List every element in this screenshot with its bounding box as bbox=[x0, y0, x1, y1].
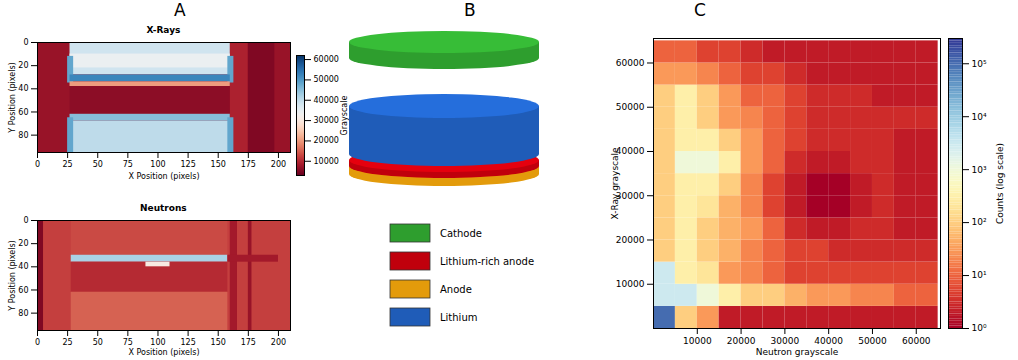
svg-text:X Position (pixels): X Position (pixels) bbox=[128, 348, 199, 357]
svg-text:0: 0 bbox=[35, 338, 40, 347]
svg-text:Lithium-rich anode: Lithium-rich anode bbox=[440, 256, 534, 267]
svg-text:25: 25 bbox=[63, 338, 73, 347]
svg-text:40000: 40000 bbox=[314, 96, 339, 105]
svg-text:40: 40 bbox=[18, 262, 28, 271]
svg-text:Neutron grayscale: Neutron grayscale bbox=[756, 347, 839, 357]
svg-text:40000: 40000 bbox=[814, 336, 843, 346]
svg-text:175: 175 bbox=[241, 160, 256, 169]
svg-text:X Position (pixels): X Position (pixels) bbox=[128, 172, 199, 181]
svg-text:0: 0 bbox=[35, 160, 40, 169]
svg-text:40000: 40000 bbox=[616, 146, 645, 156]
svg-text:50000: 50000 bbox=[314, 75, 339, 84]
svg-text:10000: 10000 bbox=[314, 157, 339, 166]
svg-text:125: 125 bbox=[180, 160, 195, 169]
svg-text:60: 60 bbox=[18, 108, 28, 117]
svg-text:10⁴: 10⁴ bbox=[972, 112, 987, 122]
html-text:B: B bbox=[464, 0, 476, 20]
svg-text:10³: 10³ bbox=[972, 165, 987, 175]
svg-text:30000: 30000 bbox=[771, 336, 800, 346]
svg-text:20000: 20000 bbox=[616, 235, 645, 245]
html-text:X-Rays: X-Rays bbox=[146, 25, 181, 35]
svg-text:Y Position (pixels): Y Position (pixels) bbox=[8, 62, 17, 133]
svg-text:200: 200 bbox=[271, 160, 286, 169]
svg-text:Anode: Anode bbox=[440, 284, 472, 295]
svg-text:Grayscale: Grayscale bbox=[340, 96, 349, 136]
svg-text:60000: 60000 bbox=[314, 55, 339, 64]
svg-text:25: 25 bbox=[63, 160, 73, 169]
svg-text:Y Position (pixels): Y Position (pixels) bbox=[8, 240, 17, 311]
svg-text:30000: 30000 bbox=[616, 191, 645, 201]
svg-text:10⁵: 10⁵ bbox=[972, 59, 987, 69]
svg-text:60000: 60000 bbox=[902, 336, 931, 346]
svg-text:0: 0 bbox=[23, 216, 28, 225]
svg-text:75: 75 bbox=[123, 338, 133, 347]
svg-text:60000: 60000 bbox=[616, 58, 645, 68]
svg-text:20000: 20000 bbox=[314, 136, 339, 145]
svg-text:20: 20 bbox=[18, 239, 28, 248]
html-text:Neutrons: Neutrons bbox=[140, 203, 187, 213]
svg-text:100: 100 bbox=[150, 160, 165, 169]
html-text:A: A bbox=[174, 0, 186, 20]
svg-text:50000: 50000 bbox=[858, 336, 887, 346]
svg-text:150: 150 bbox=[211, 160, 226, 169]
svg-text:20: 20 bbox=[18, 61, 28, 70]
svg-text:10⁰: 10⁰ bbox=[972, 323, 987, 333]
svg-text:Cathode: Cathode bbox=[440, 228, 482, 239]
svg-text:80: 80 bbox=[18, 131, 28, 140]
svg-text:Counts (log scale): Counts (log scale) bbox=[995, 143, 1005, 224]
svg-text:0: 0 bbox=[23, 38, 28, 47]
svg-text:10000: 10000 bbox=[683, 336, 712, 346]
svg-text:75: 75 bbox=[123, 160, 133, 169]
svg-text:20000: 20000 bbox=[727, 336, 756, 346]
svg-text:125: 125 bbox=[180, 338, 195, 347]
svg-text:10¹: 10¹ bbox=[972, 270, 987, 280]
svg-text:100: 100 bbox=[150, 338, 165, 347]
svg-text:X-Ray grayscale: X-Ray grayscale bbox=[610, 147, 620, 220]
svg-text:175: 175 bbox=[241, 338, 256, 347]
svg-text:10000: 10000 bbox=[616, 279, 645, 289]
svg-text:40: 40 bbox=[18, 84, 28, 93]
svg-text:Lithium: Lithium bbox=[440, 312, 477, 323]
svg-text:10²: 10² bbox=[972, 217, 987, 227]
svg-text:30000: 30000 bbox=[314, 116, 339, 125]
svg-text:50: 50 bbox=[93, 160, 103, 169]
svg-text:50000: 50000 bbox=[616, 102, 645, 112]
html-text:C: C bbox=[694, 0, 706, 20]
svg-text:80: 80 bbox=[18, 309, 28, 318]
svg-text:150: 150 bbox=[211, 338, 226, 347]
svg-text:50: 50 bbox=[93, 338, 103, 347]
svg-text:60: 60 bbox=[18, 286, 28, 295]
svg-text:200: 200 bbox=[271, 338, 286, 347]
